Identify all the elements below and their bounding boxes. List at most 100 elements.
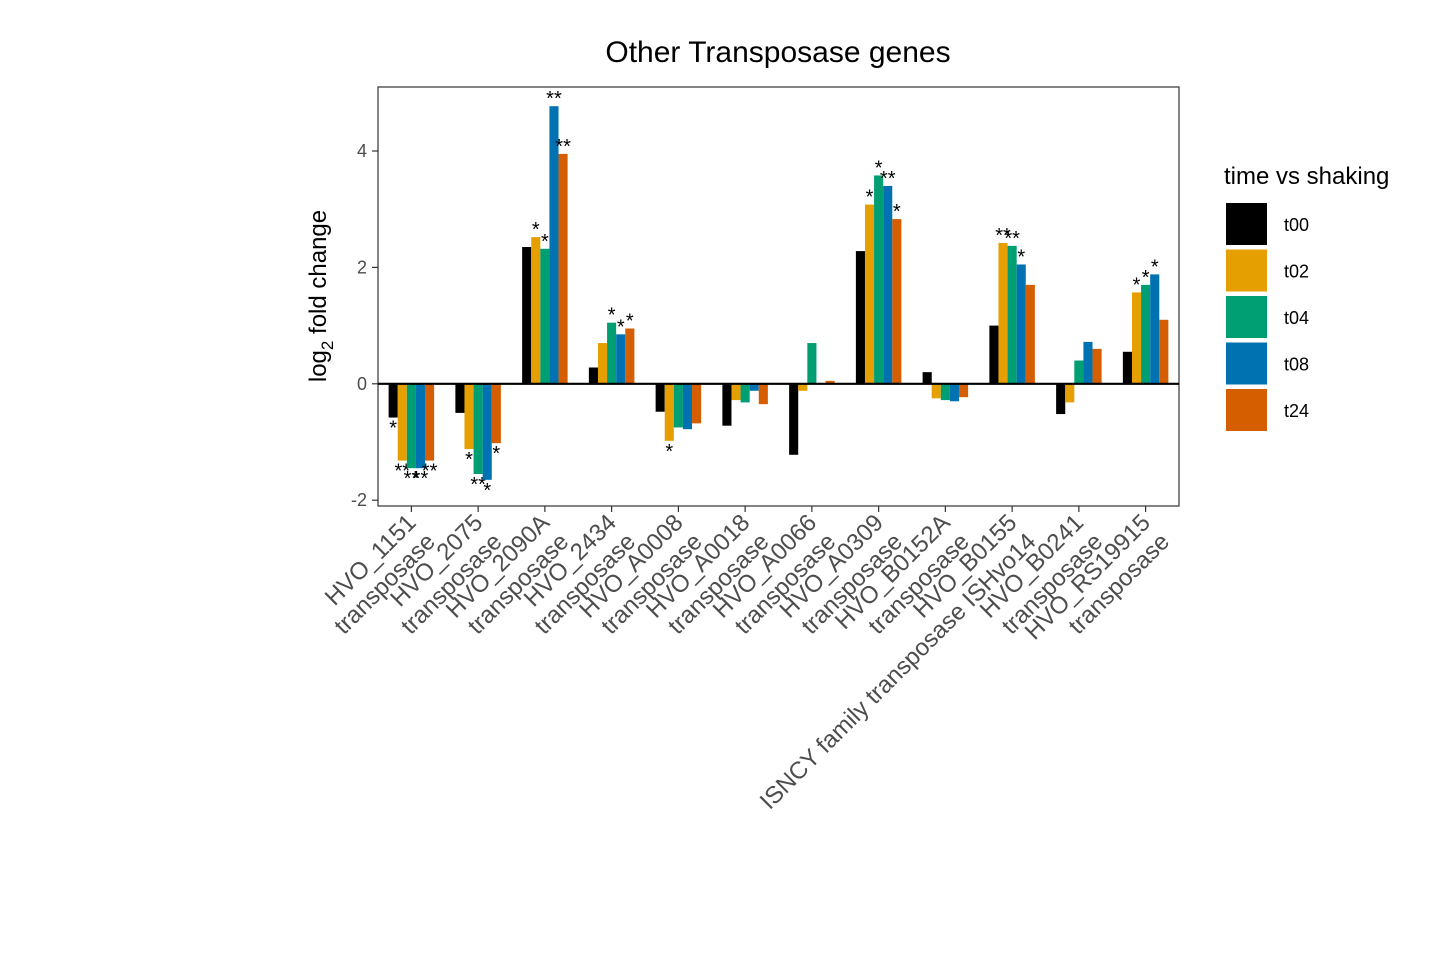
legend-key-t24 bbox=[1226, 389, 1267, 431]
bar-t00-9 bbox=[989, 325, 999, 384]
bar-t02-10 bbox=[1065, 383, 1075, 403]
legend-label-t00: t00 bbox=[1284, 215, 1309, 235]
bar-t24-0 bbox=[425, 383, 435, 461]
legend-title: time vs shaking bbox=[1224, 163, 1389, 190]
bar-t24-11 bbox=[1159, 319, 1169, 384]
bar-t24-8 bbox=[959, 383, 969, 398]
legend-key-t00 bbox=[1226, 203, 1267, 245]
significance-label: * bbox=[1017, 246, 1025, 268]
significance-label: * bbox=[483, 480, 491, 502]
bar-t24-9 bbox=[1025, 284, 1035, 384]
bar-t02-6 bbox=[798, 383, 808, 391]
bar-t00-1 bbox=[455, 383, 465, 413]
y-axis-label-rest: fold change bbox=[305, 210, 332, 341]
bar-t08-9 bbox=[1016, 264, 1026, 384]
svg-text:log2 fold change: log2 fold change bbox=[305, 210, 337, 382]
bar-t04-7 bbox=[874, 175, 884, 384]
bar-t04-9 bbox=[1007, 245, 1017, 384]
bar-t24-10 bbox=[1092, 348, 1102, 384]
bar-t08-1 bbox=[482, 383, 492, 480]
bar-t08-10 bbox=[1083, 341, 1093, 384]
significance-label: ** bbox=[555, 136, 571, 158]
y-axis-label-subscript: 2 bbox=[318, 341, 337, 350]
bar-t02-5 bbox=[731, 383, 741, 401]
bar-t04-0 bbox=[406, 383, 416, 469]
chart-title: Other Transposase genes bbox=[605, 36, 950, 69]
y-axis-label: log2 fold change bbox=[305, 210, 337, 382]
bar-t02-3 bbox=[597, 343, 608, 384]
significance-label: * bbox=[532, 219, 540, 241]
bar-t00-8 bbox=[922, 372, 932, 384]
significance-label: * bbox=[1151, 256, 1159, 278]
bar-t00-6 bbox=[789, 383, 799, 455]
significance-label: ** bbox=[413, 468, 429, 490]
significance-label: * bbox=[866, 187, 874, 209]
significance-label: ** bbox=[546, 88, 562, 110]
bar-t08-0 bbox=[415, 383, 426, 469]
bar-t24-3 bbox=[625, 328, 635, 384]
significance-label: * bbox=[1133, 274, 1141, 296]
y-axis-label-main: log bbox=[305, 350, 332, 382]
bar-t02-7 bbox=[864, 204, 875, 384]
y-tick-label: 2 bbox=[357, 257, 367, 277]
y-tick-label: -2 bbox=[351, 490, 367, 510]
significance-label: * bbox=[893, 201, 901, 223]
bar-t08-2 bbox=[549, 106, 559, 384]
significance-label: * bbox=[1142, 267, 1150, 289]
bar-t04-3 bbox=[607, 322, 617, 384]
bar-t00-11 bbox=[1122, 351, 1132, 384]
significance-label: * bbox=[626, 311, 634, 333]
significance-label: ** bbox=[880, 168, 896, 190]
significance-label: ** bbox=[422, 461, 438, 483]
bar-t00-10 bbox=[1056, 383, 1066, 415]
bar-t24-2 bbox=[558, 153, 568, 384]
bar-t02-11 bbox=[1131, 292, 1142, 384]
bar-t00-7 bbox=[855, 251, 865, 384]
bar-t00-3 bbox=[588, 367, 598, 384]
bar-t02-8 bbox=[931, 383, 941, 399]
bar-t04-1 bbox=[473, 383, 483, 474]
bar-t04-11 bbox=[1141, 284, 1151, 384]
bar-t04-4 bbox=[673, 383, 683, 428]
bar-t02-4 bbox=[664, 383, 674, 441]
legend-label-t02: t02 bbox=[1284, 262, 1309, 282]
significance-label: ** bbox=[470, 474, 486, 496]
bar-t08-8 bbox=[949, 383, 960, 402]
legend-key-t04 bbox=[1226, 296, 1267, 338]
bar-t24-4 bbox=[692, 383, 702, 424]
significance-label: * bbox=[465, 449, 473, 471]
bar-t02-2 bbox=[531, 237, 541, 384]
legend-key-t08 bbox=[1226, 342, 1267, 385]
bar-t04-8 bbox=[940, 383, 950, 401]
bar-t24-5 bbox=[758, 383, 768, 405]
significance-label: * bbox=[492, 443, 500, 465]
bar-t08-5 bbox=[749, 383, 759, 391]
legend-label-t08: t08 bbox=[1284, 355, 1309, 375]
significance-label: * bbox=[389, 418, 397, 440]
significance-label: * bbox=[665, 441, 673, 463]
bar-t02-9 bbox=[998, 242, 1008, 384]
bar-t04-6 bbox=[807, 343, 817, 384]
legend-label-t24: t24 bbox=[1284, 401, 1309, 421]
bar-t04-2 bbox=[540, 248, 550, 384]
significance-label: ** bbox=[404, 468, 420, 490]
bar-t08-3 bbox=[616, 334, 626, 384]
bar-t04-10 bbox=[1074, 360, 1084, 384]
bar-t00-5 bbox=[722, 383, 732, 426]
bar-t00-0 bbox=[388, 383, 398, 418]
bar-t24-7 bbox=[892, 219, 902, 384]
significance-label: * bbox=[608, 305, 616, 327]
bar-t04-5 bbox=[740, 383, 750, 403]
plot-area: -2024*********HVO_1151transposase*****HV… bbox=[320, 86, 1180, 815]
bar-t00-2 bbox=[522, 247, 532, 384]
bar-t24-1 bbox=[491, 383, 501, 444]
significance-label: ** bbox=[995, 225, 1011, 247]
bar-t08-7 bbox=[883, 185, 893, 384]
bar-t02-1 bbox=[464, 383, 474, 449]
y-tick-label: 4 bbox=[357, 141, 367, 161]
legend: time vs shaking t00 t02 t04 t08 t24 bbox=[1224, 163, 1389, 431]
significance-label: ** bbox=[394, 461, 410, 483]
bar-t08-11 bbox=[1150, 274, 1160, 384]
